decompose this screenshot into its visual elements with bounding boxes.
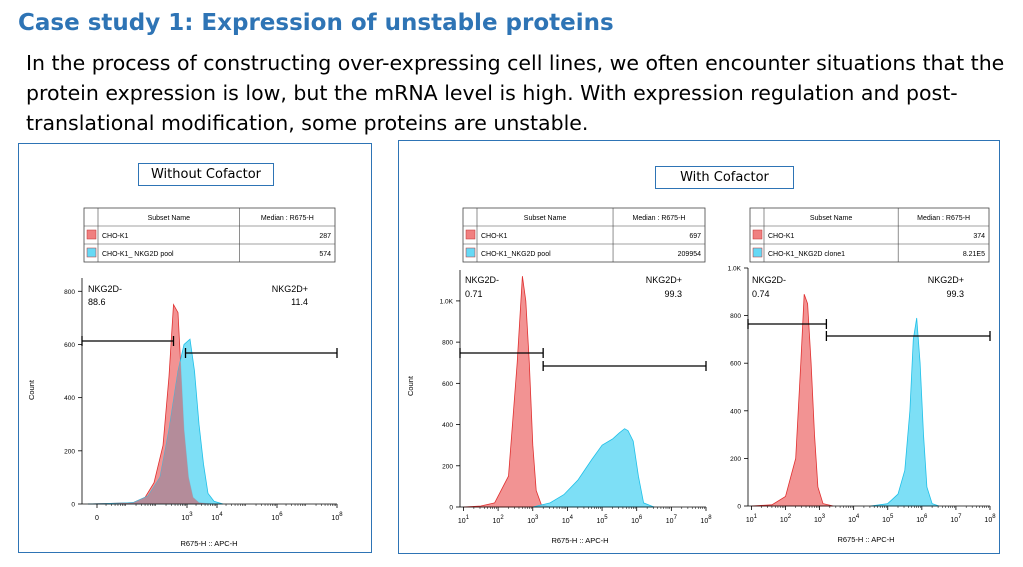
y-tick-label: 200 [64, 448, 75, 455]
gate-positive-value: 99.3 [946, 289, 964, 299]
gate-positive-value: 99.3 [664, 289, 682, 299]
x-tick-label: 103 [527, 515, 539, 525]
y-tick-label: 0 [737, 504, 741, 511]
table-header-median: Median : R675-H [917, 215, 970, 222]
histogram-series-2 [532, 428, 655, 508]
x-tick-label: 108 [984, 514, 996, 524]
y-tick-label: 1.0K [440, 298, 454, 305]
table-row-name: CHO-K1 [768, 233, 795, 240]
x-tick-label: 104 [848, 514, 860, 524]
x-tick-label: 106 [916, 514, 928, 524]
slide-title: Case study 1: Expression of unstable pro… [18, 10, 614, 36]
y-tick-label: 800 [442, 340, 453, 347]
table-row-name: CHO-K1 [481, 233, 508, 240]
gate-negative-value: 0.71 [465, 289, 483, 299]
gate-positive-value: 11.4 [291, 297, 308, 307]
histogram-chart-1: Subset Name Median : R675-H CHO-K1 287 CHO-K… [27, 207, 343, 548]
histogram-series-2 [870, 317, 940, 507]
x-tick-label: 101 [458, 515, 470, 525]
y-tick-label: 400 [64, 395, 75, 402]
x-tick-label: 108 [700, 515, 712, 525]
x-tick-label: 107 [666, 515, 678, 525]
x-tick-label: 102 [780, 514, 792, 524]
y-tick-label: 200 [730, 456, 741, 463]
gate-negative-value: 88.6 [88, 297, 106, 307]
y-tick-label: 600 [442, 381, 453, 388]
histogram-chart-2: Subset Name Median : R675-H CHO-K1 697 CHO-K… [406, 207, 712, 545]
x-tick-label: 0 [95, 515, 99, 522]
y-tick-label: 800 [64, 289, 75, 296]
table-border [83, 207, 336, 263]
x-axis-title: R675-H :: APC-H [837, 535, 894, 544]
gate-negative-name: NKG2D- [752, 275, 786, 285]
histogram-series-1 [751, 294, 834, 507]
y-tick-label: 200 [442, 463, 453, 470]
legend-swatch [752, 247, 763, 258]
condition-label-with-cofactor: With Cofactor [655, 166, 794, 189]
median-table: Subset Name Median : R675-H CHO-K1 287 CHO-K… [83, 207, 336, 263]
x-tick-label: 101 [746, 514, 758, 524]
median-table: Subset Name Median : R675-H CHO-K1 697 CHO-K… [462, 207, 706, 263]
gate-negative-name: NKG2D- [88, 284, 122, 294]
legend-swatch [86, 247, 97, 258]
table-row-median: 574 [319, 251, 331, 258]
table-header-median: Median : R675-H [261, 215, 314, 222]
table-row-name: CHO-K1 [102, 233, 129, 240]
x-tick-label: 106 [631, 515, 643, 525]
table-row-median: 287 [319, 233, 331, 240]
x-tick-label: 104 [562, 515, 574, 525]
gate-negative-name: NKG2D- [465, 275, 499, 285]
table-header-subset: Subset Name [148, 215, 191, 222]
legend-swatch [465, 229, 476, 240]
histogram-series-2 [87, 338, 224, 505]
x-tick-label: 103 [814, 514, 826, 524]
table-header-subset: Subset Name [810, 215, 853, 222]
gate-negative-value: 0.74 [752, 289, 770, 299]
x-tick-label: 103 [181, 512, 193, 522]
gate-positive-name: NKG2D+ [272, 284, 308, 294]
x-tick-label: 105 [882, 514, 894, 524]
histogram-series-1 [463, 276, 551, 508]
y-tick-label: 1.0K [728, 266, 742, 273]
median-table: Subset Name Median : R675-H CHO-K1 374 CHO-K… [749, 207, 990, 263]
y-tick-label: 600 [64, 342, 75, 349]
table-row-median: 697 [689, 233, 701, 240]
table-header-subset: Subset Name [524, 215, 567, 222]
x-tick-label: 102 [493, 515, 505, 525]
y-tick-label: 0 [71, 502, 75, 509]
x-tick-label: 105 [596, 515, 608, 525]
y-tick-label: 400 [442, 422, 453, 429]
table-border [749, 207, 990, 263]
table-row-median: 8.21E5 [963, 251, 985, 258]
gate-positive-name: NKG2D+ [928, 275, 964, 285]
y-tick-label: 400 [730, 408, 741, 415]
y-tick-label: 800 [730, 313, 741, 320]
table-row-name: CHO-K1_ NKG2D pool [102, 251, 174, 258]
x-tick-label: 106 [271, 512, 283, 522]
x-tick-label: 107 [950, 514, 962, 524]
legend-swatch [752, 229, 763, 240]
table-border [462, 207, 706, 263]
y-axis-title: Count [406, 375, 415, 396]
slide-body-text: In the process of constructing over-expr… [26, 51, 1005, 135]
table-row-median: 209954 [678, 251, 701, 258]
gate-positive-name: NKG2D+ [646, 275, 682, 285]
condition-label-without-cofactor: Without Cofactor [138, 163, 274, 186]
x-tick-label: 108 [331, 512, 343, 522]
histogram-chart-3: Subset Name Median : R675-H CHO-K1 374 CHO-K… [728, 207, 996, 544]
x-axis-title: R675-H :: APC-H [180, 539, 237, 548]
table-row-median: 374 [973, 233, 985, 240]
y-axis-title: Count [27, 379, 36, 400]
legend-swatch [86, 229, 97, 240]
y-tick-label: 600 [730, 361, 741, 368]
table-header-median: Median : R675-H [633, 215, 686, 222]
x-tick-label: 104 [211, 512, 223, 522]
y-tick-label: 0 [449, 505, 453, 512]
x-axis-title: R675-H :: APC-H [551, 536, 608, 545]
legend-swatch [465, 247, 476, 258]
table-row-name: CHO-K1_NKG2D clone1 [768, 251, 845, 258]
table-row-name: CHO-K1_NKG2D pool [481, 251, 551, 258]
